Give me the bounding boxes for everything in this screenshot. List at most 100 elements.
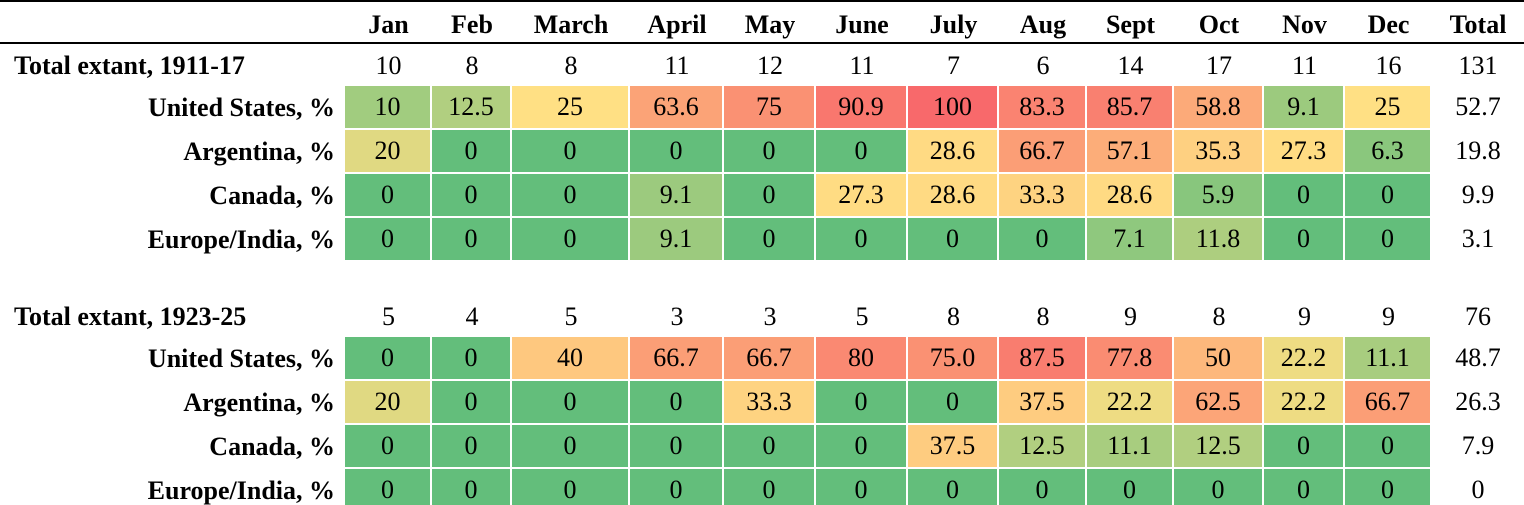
total-cell: 3 bbox=[763, 302, 777, 331]
block-title: Total extant, 1923-25 bbox=[14, 302, 247, 331]
total-cell: 5 bbox=[564, 302, 578, 331]
heat-cell: 0 bbox=[1345, 469, 1430, 505]
heat-cell: 87.5 bbox=[999, 337, 1085, 379]
heat-cell: 27.3 bbox=[1264, 130, 1343, 172]
total-cell: 9 bbox=[1298, 302, 1311, 331]
heat-cell: 57.1 bbox=[1087, 130, 1172, 172]
heat-cell: 0 bbox=[816, 425, 906, 467]
total-cell: 11 bbox=[664, 51, 690, 80]
heat-cell: 22.2 bbox=[1264, 337, 1343, 379]
heat-cell: 0 bbox=[724, 425, 814, 467]
heat-cell: 12.5 bbox=[432, 86, 510, 128]
heat-cell: 85.7 bbox=[1087, 86, 1172, 128]
total-cell: 8 bbox=[1212, 302, 1226, 331]
heat-cell: 0 bbox=[724, 469, 814, 505]
column-header: March bbox=[533, 10, 609, 39]
row-label: United States, % bbox=[147, 344, 335, 373]
heat-cell: 33.3 bbox=[724, 381, 814, 423]
heat-cell: 66.7 bbox=[630, 337, 722, 379]
heat-cell: 0 bbox=[1264, 469, 1343, 505]
row-label: Argentina, % bbox=[183, 137, 335, 166]
column-header: Jan bbox=[368, 10, 409, 39]
heat-cell: 28.6 bbox=[908, 130, 997, 172]
total-cell: 7 bbox=[947, 51, 960, 80]
heat-cell: 0 bbox=[630, 381, 722, 423]
heat-cell: 0 bbox=[432, 425, 510, 467]
heat-cell: 35.3 bbox=[1174, 130, 1262, 172]
total-cell: 5 bbox=[382, 302, 395, 331]
total-cell: 3 bbox=[670, 302, 684, 331]
total-percent: 7.9 bbox=[1461, 431, 1495, 460]
column-header: May bbox=[744, 10, 796, 39]
heat-cell: 0 bbox=[1264, 425, 1343, 467]
heat-cell: 100 bbox=[908, 86, 997, 128]
heat-cell: 11.8 bbox=[1174, 218, 1262, 260]
heat-cell: 0 bbox=[999, 218, 1085, 260]
header-rule bbox=[0, 42, 1524, 44]
heat-cell: 0 bbox=[908, 218, 997, 260]
heat-cell: 27.3 bbox=[816, 174, 906, 216]
heat-cell: 0 bbox=[999, 469, 1085, 505]
heat-cell: 25 bbox=[512, 86, 628, 128]
top-rule bbox=[0, 0, 1524, 2]
heat-cell: 0 bbox=[512, 174, 628, 216]
total-cell: 8 bbox=[564, 51, 578, 80]
heat-cell: 0 bbox=[1087, 469, 1172, 505]
heat-cell: 28.6 bbox=[1087, 174, 1172, 216]
total-cell: 131 bbox=[1458, 51, 1498, 80]
heat-cell: 0 bbox=[724, 130, 814, 172]
row-label: Argentina, % bbox=[183, 388, 335, 417]
column-header: Feb bbox=[451, 10, 493, 39]
row-label: Canada, % bbox=[209, 181, 335, 210]
heat-cell: 66.7 bbox=[724, 337, 814, 379]
total-cell: 76 bbox=[1465, 302, 1491, 331]
heat-cell: 0 bbox=[724, 174, 814, 216]
heat-cell: 0 bbox=[1345, 218, 1430, 260]
heat-cell: 20 bbox=[345, 381, 430, 423]
total-cell: 8 bbox=[465, 51, 479, 80]
heat-cell: 58.8 bbox=[1174, 86, 1262, 128]
heat-cell: 22.2 bbox=[1087, 381, 1172, 423]
heat-cell: 0 bbox=[512, 218, 628, 260]
heat-cell: 0 bbox=[1264, 174, 1343, 216]
heat-cell: 0 bbox=[512, 425, 628, 467]
heat-cell: 83.3 bbox=[999, 86, 1085, 128]
heat-cell: 75.0 bbox=[908, 337, 997, 379]
total-cell: 10 bbox=[375, 51, 402, 80]
heat-cell: 63.6 bbox=[630, 86, 722, 128]
column-header: Aug bbox=[1019, 10, 1067, 39]
column-header: Oct bbox=[1198, 10, 1240, 39]
heat-cell: 0 bbox=[512, 130, 628, 172]
heat-cell: 25 bbox=[1345, 86, 1430, 128]
heat-cell: 50 bbox=[1174, 337, 1262, 379]
heat-cell: 0 bbox=[345, 337, 430, 379]
heat-cell: 0 bbox=[512, 469, 628, 505]
heat-cell: 0 bbox=[345, 469, 430, 505]
heat-cell: 75 bbox=[724, 86, 814, 128]
heat-cell: 12.5 bbox=[1174, 425, 1262, 467]
heat-cell: 33.3 bbox=[999, 174, 1085, 216]
total-cell: 9 bbox=[1382, 302, 1395, 331]
column-header: Total bbox=[1449, 10, 1507, 39]
heat-cell: 10 bbox=[345, 86, 430, 128]
heat-cell: 20 bbox=[345, 130, 430, 172]
heat-cell: 0 bbox=[432, 218, 510, 260]
heat-cell: 5.9 bbox=[1174, 174, 1262, 216]
column-header: July bbox=[929, 10, 978, 39]
total-cell: 14 bbox=[1117, 51, 1144, 80]
heat-cell: 0 bbox=[432, 469, 510, 505]
heat-cell: 0 bbox=[1345, 425, 1430, 467]
column-header: Nov bbox=[1282, 10, 1327, 39]
heat-cell: 66.7 bbox=[999, 130, 1085, 172]
heat-cell: 37.5 bbox=[908, 425, 997, 467]
heat-cell: 0 bbox=[432, 130, 510, 172]
heat-cell: 0 bbox=[345, 174, 430, 216]
heat-cell: 37.5 bbox=[999, 381, 1085, 423]
total-cell: 17 bbox=[1206, 51, 1232, 80]
heat-cell: 80 bbox=[816, 337, 906, 379]
heat-cell: 12.5 bbox=[999, 425, 1085, 467]
heat-cell: 0 bbox=[345, 218, 430, 260]
heat-cell: 77.8 bbox=[1087, 337, 1172, 379]
heat-cell: 0 bbox=[512, 381, 628, 423]
